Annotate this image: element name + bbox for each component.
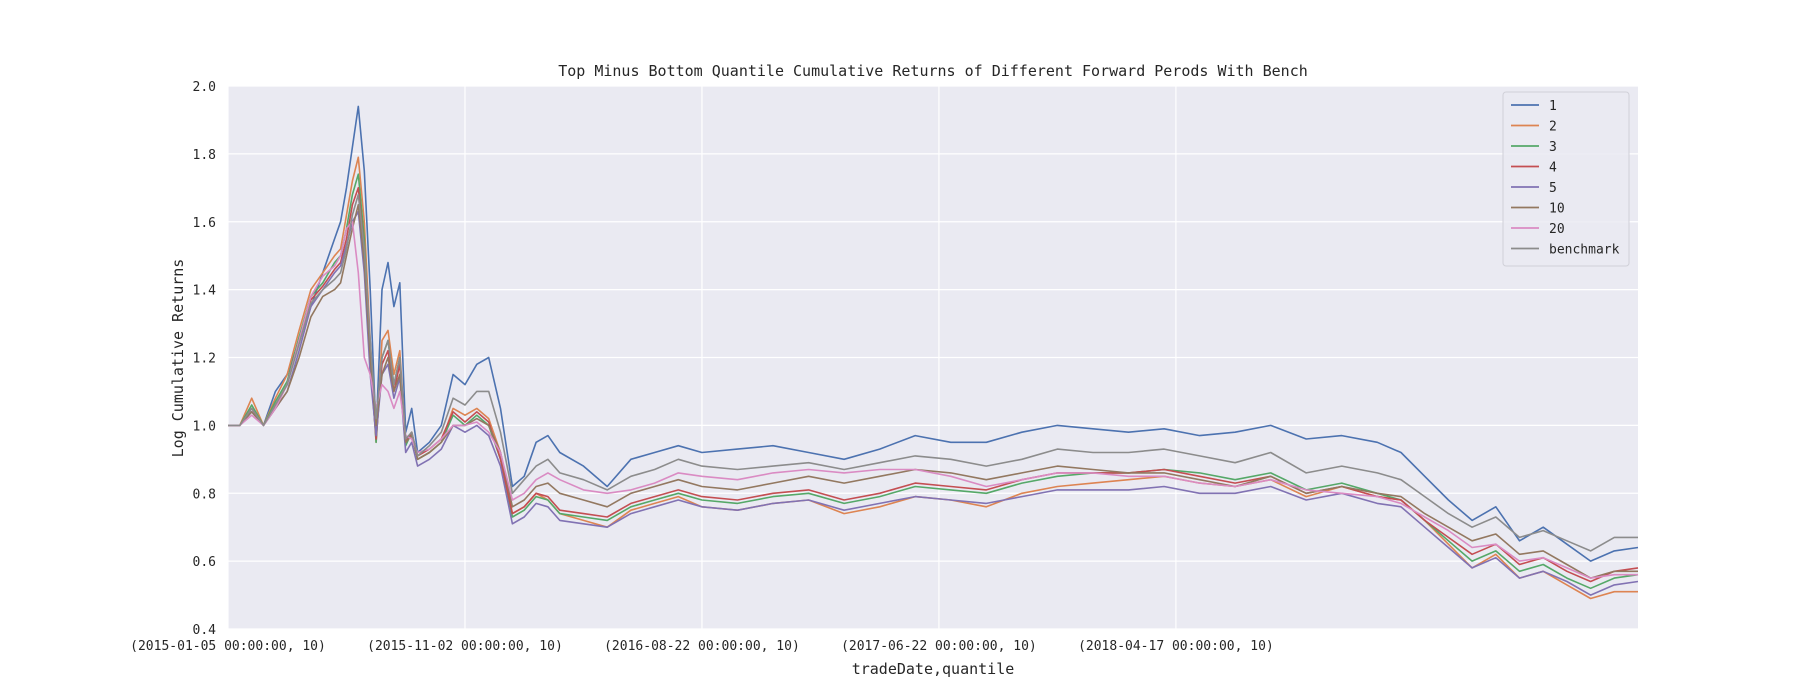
x-tick-label: (2015-11-02 00:00:00, 10) [367,639,563,654]
y-axis-label: Log Cumulative Returns [169,259,187,458]
legend-label-2: 2 [1549,120,1557,135]
legend-label-5: 5 [1549,181,1557,196]
x-tick-label: (2015-01-05 00:00:00, 10) [130,639,326,654]
y-tick-label: 1.4 [193,284,217,299]
y-tick-label: 1.6 [193,216,216,231]
legend-label-benchmark: benchmark [1549,243,1620,258]
x-tick-label: (2017-06-22 00:00:00, 10) [841,639,1037,654]
series-line-5 [228,210,1639,596]
y-tick-label: 1.8 [193,148,216,163]
tick-layer: 0.4 0.6 0.8 1.0 1.2 1.4 1.6 1.8 2.0 (2015-01-05 0… [130,80,1274,654]
x-tick-label: (2016-08-22 00:00:00, 10) [604,639,800,654]
legend-label-1: 1 [1549,99,1557,114]
series-line-3 [228,173,1639,590]
legend-label-10: 10 [1549,202,1565,217]
series-line-benchmark [228,193,1638,552]
y-tick-label: 0.4 [193,623,217,638]
series-line-10 [228,204,1638,579]
grid-layer [227,85,1638,630]
series-layer [228,105,1639,600]
legend-label-4: 4 [1549,161,1557,176]
x-tick-label: (2018-04-17 00:00:00, 10) [1078,639,1274,654]
legend: 1 2 3 4 5 10 20 benchmark [1502,91,1630,267]
legend-label-3: 3 [1549,140,1557,155]
y-tick-label: 2.0 [193,80,216,95]
legend-label-20: 20 [1549,222,1565,237]
legend-frame [1502,91,1630,267]
x-axis-label: tradeDate,quantile [852,660,1015,678]
y-tick-label: 0.8 [193,487,216,502]
y-tick-label: 1.0 [193,419,216,434]
y-tick-label: 0.6 [193,555,216,570]
chart-title: Top Minus Bottom Quantile Cumulative Ret… [558,62,1308,80]
y-tick-label: 1.2 [193,352,216,367]
series-line-1 [228,105,1639,562]
